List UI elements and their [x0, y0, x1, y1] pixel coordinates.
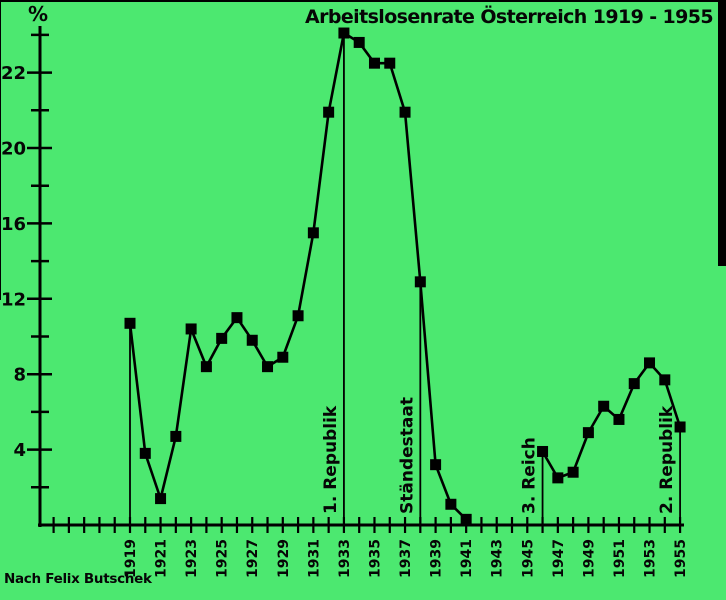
x-tick-label: 1941: [459, 539, 475, 578]
data-point: [567, 466, 579, 478]
data-point: [598, 400, 610, 412]
data-point: [613, 413, 625, 425]
data-point: [537, 445, 549, 457]
left-border: [0, 0, 1, 300]
data-point: [292, 310, 304, 322]
period-label: 1. Republik: [321, 405, 341, 514]
data-series-2: [537, 357, 686, 484]
x-tick-label: 1931: [306, 539, 322, 578]
data-point: [139, 447, 151, 459]
data-point: [659, 374, 671, 386]
y-tick-label: 12: [1, 289, 26, 310]
data-point: [200, 361, 212, 373]
x-tick-label: 1953: [643, 539, 659, 578]
x-tick-label: 1923: [184, 539, 200, 578]
data-point: [353, 36, 365, 48]
chart-title: Arbeitslosenrate Österreich 1919 - 1955: [305, 6, 714, 28]
y-tick-label: 20: [1, 139, 26, 160]
data-point: [231, 312, 243, 324]
y-tick-label: 4: [13, 440, 26, 461]
data-point: [216, 332, 228, 344]
x-axis-ticks: 1919 1921 1923 1925 1927 1929 1931 1933 1935 1937…: [52, 517, 689, 578]
data-point: [430, 459, 442, 471]
data-point: [414, 276, 426, 288]
y-axis-unit-label: %: [28, 2, 48, 26]
x-tick-label: 1937: [398, 539, 414, 578]
source-note: Nach Felix Butschek: [4, 571, 152, 587]
x-tick-label: 1947: [551, 539, 567, 578]
data-point: [445, 498, 457, 510]
data-point: [155, 493, 167, 505]
data-point: [628, 378, 640, 390]
data-point: [185, 323, 197, 335]
x-tick-label: 1945: [520, 539, 536, 578]
data-series-1: [124, 27, 472, 525]
x-tick-label: 1939: [429, 539, 445, 578]
data-point: [170, 430, 182, 442]
data-point: [460, 513, 472, 525]
top-border: [0, 0, 726, 2]
data-point: [124, 317, 136, 329]
data-point: [674, 421, 686, 433]
data-point: [399, 106, 411, 118]
x-tick-label: 1933: [337, 539, 353, 578]
data-point: [246, 334, 258, 346]
right-border: [718, 0, 726, 266]
data-point: [552, 472, 564, 484]
y-tick-label: 22: [1, 63, 26, 84]
y-axis-ticks: 4 8 12 16 20 22%: [1, 2, 52, 489]
data-point: [644, 357, 656, 369]
x-tick-label: 1935: [367, 539, 383, 578]
data-point: [307, 227, 319, 239]
x-tick-label: 1921: [154, 539, 170, 578]
data-point: [338, 27, 350, 39]
period-label: 3. Reich: [520, 437, 540, 514]
data-point: [582, 427, 594, 439]
x-tick-label: 1927: [245, 539, 261, 578]
data-point: [323, 106, 335, 118]
data-point: [277, 351, 289, 363]
x-tick-label: 1929: [276, 539, 292, 578]
data-point: [368, 57, 380, 69]
x-tick-label: 1955: [673, 539, 689, 578]
series-line: [541, 360, 682, 480]
period-markers: 1. Republik Ständestaat 3. Reich 2. Republi…: [129, 33, 681, 526]
x-tick-label: 1949: [581, 539, 597, 578]
x-tick-label: 1925: [215, 539, 231, 578]
y-tick-label: 8: [13, 365, 26, 386]
x-tick-label: 1951: [612, 539, 628, 578]
data-point: [262, 361, 274, 373]
data-point: [384, 57, 396, 69]
x-tick-label: 1919: [123, 539, 139, 578]
period-label: Ständestaat: [397, 397, 417, 514]
period-label: 2. Republik: [657, 405, 677, 514]
y-tick-label: 16: [1, 214, 26, 235]
x-tick-label: 1943: [490, 539, 506, 578]
